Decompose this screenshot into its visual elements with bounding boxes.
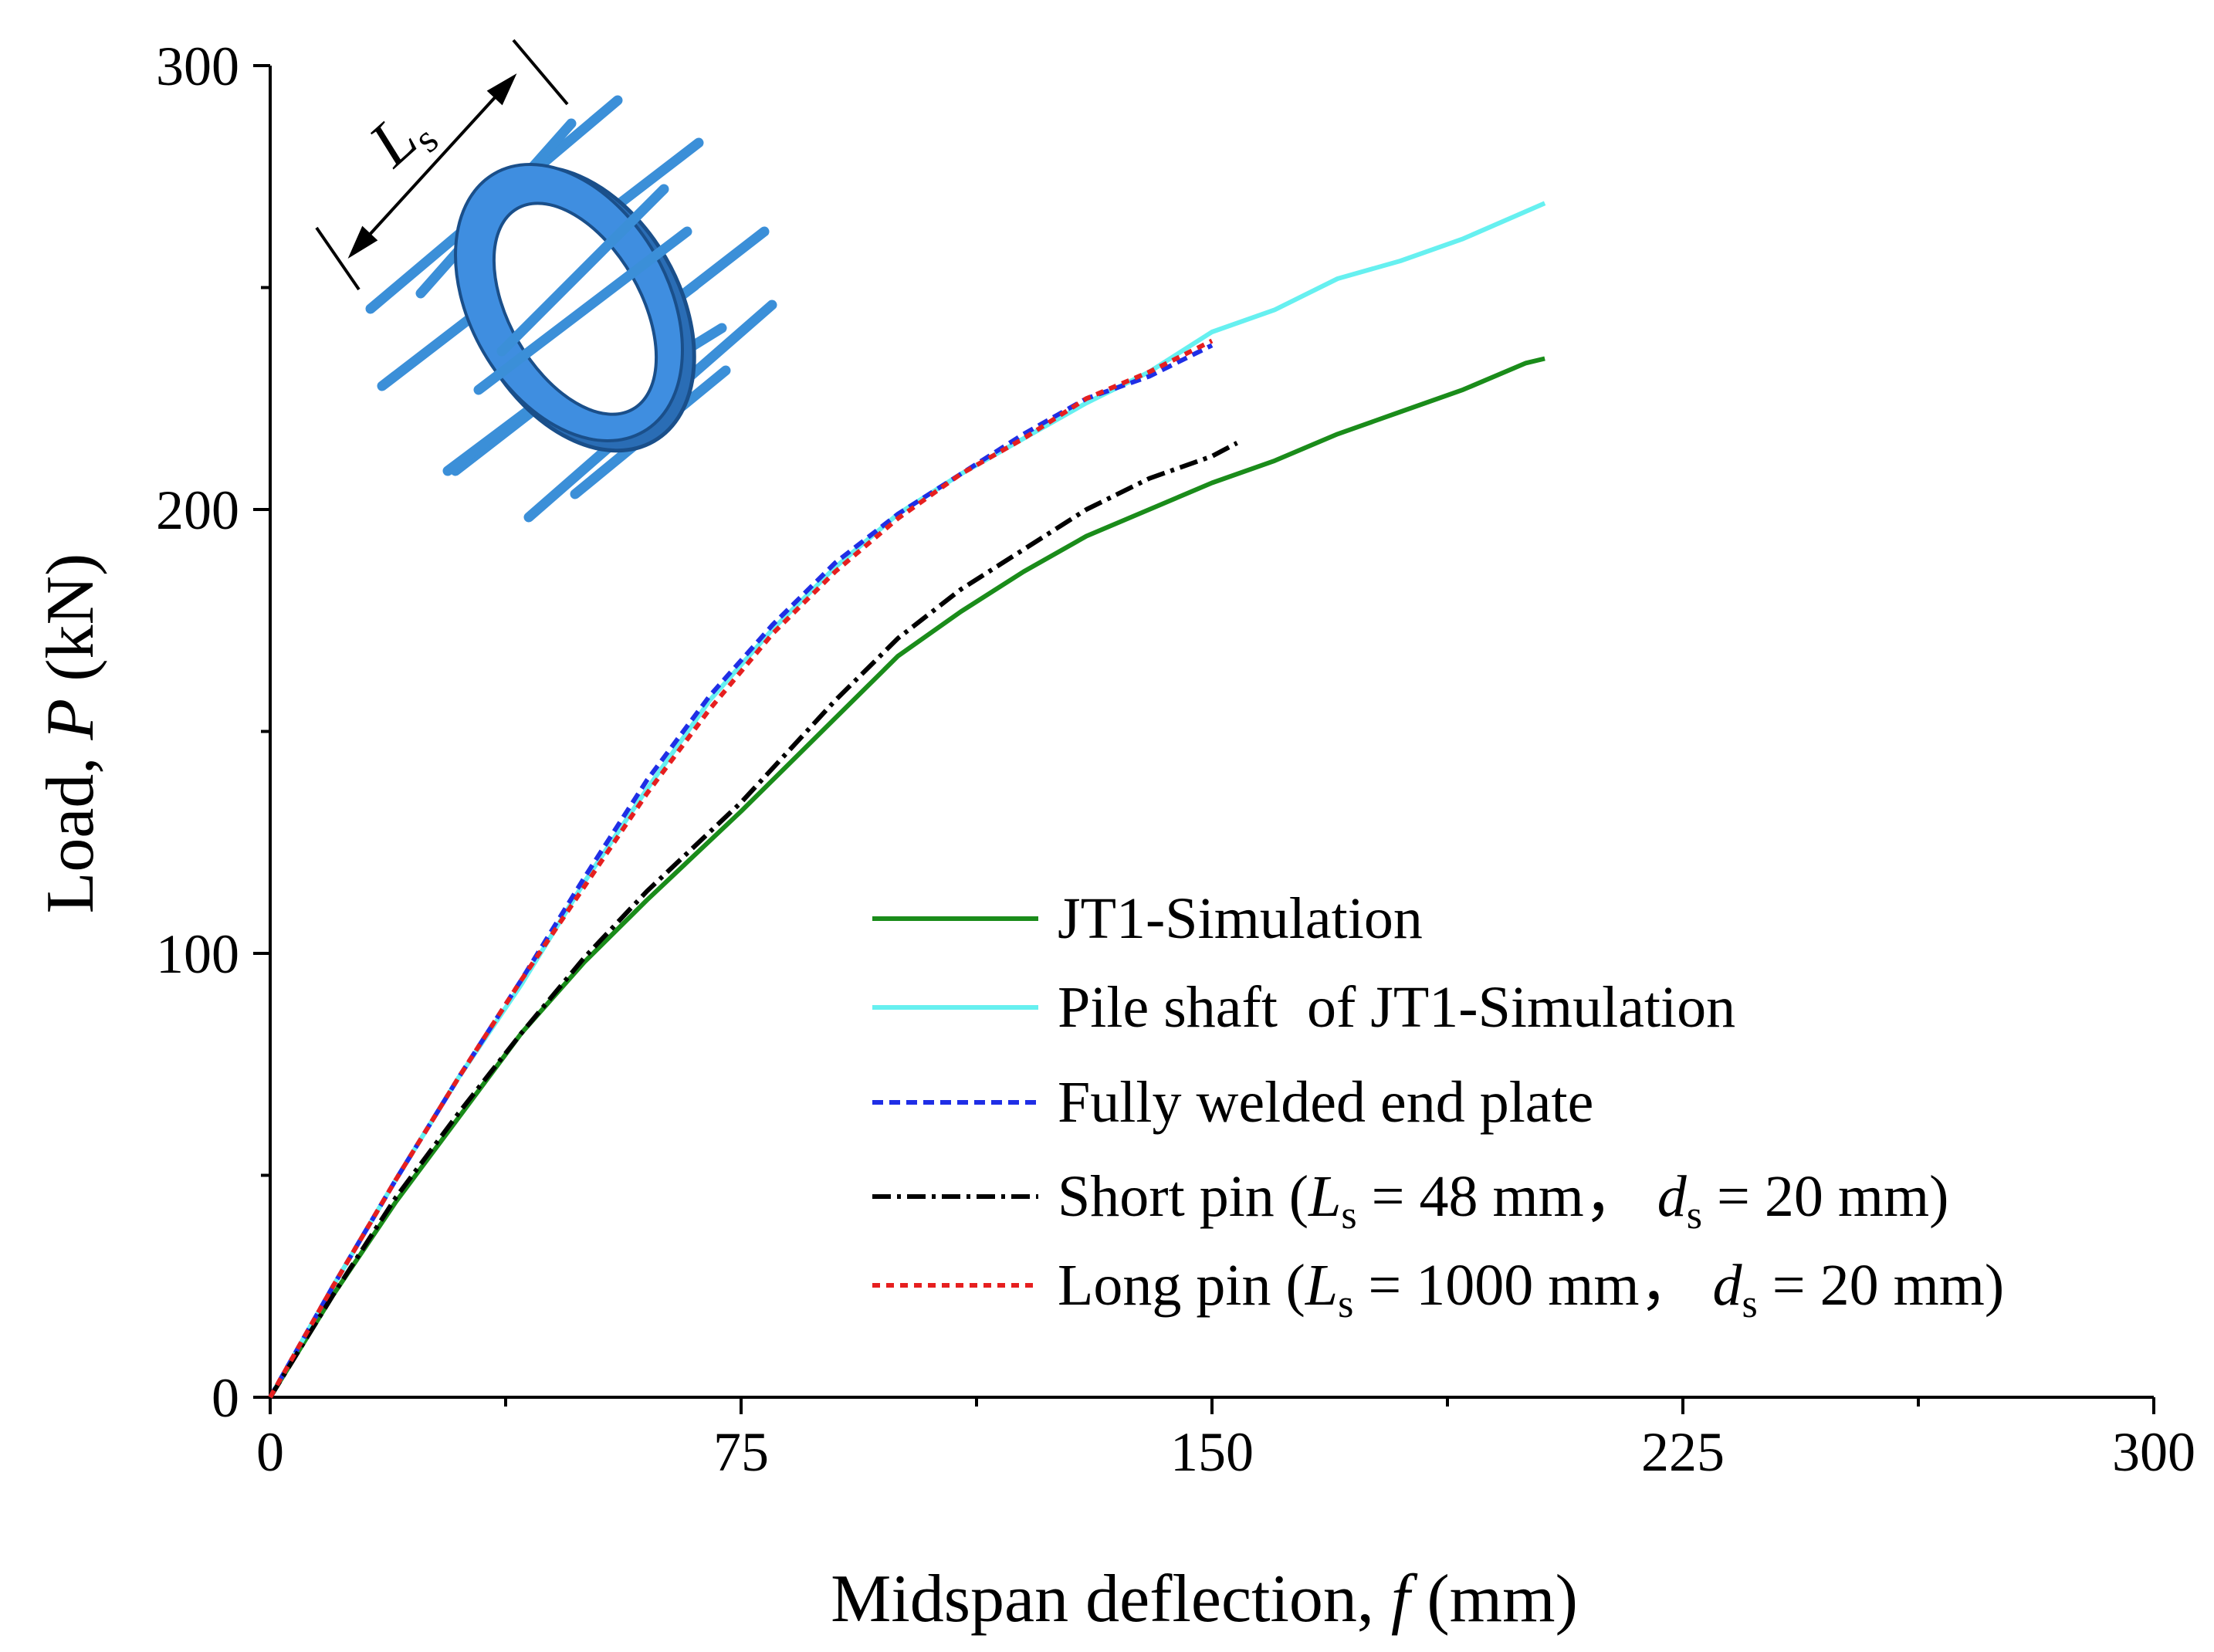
legend-label: Pile shaft of JT1-Simulation [1058,975,1735,1040]
x-axis-title: Midspan deflection, f (mm) [831,1562,1578,1637]
legend-item-long-pin: Long pin (Ls = 1000 mm， ds = 20 mm) [872,1253,2004,1326]
y-ticks: 0 100 200 300 [156,36,270,1429]
legend-label: Short pin (Ls = 48 mm， ds = 20 mm) [1058,1164,1948,1237]
legend-label: Fully welded end plate [1058,1070,1593,1135]
dimension-arrow-right [486,73,517,106]
ring [454,163,696,453]
y-tick-label: 300 [156,36,239,97]
dimension-line [350,76,515,256]
dimension-extension-right [512,39,569,106]
y-tick-label: 100 [156,923,239,985]
dimension-extension-left [315,226,361,291]
series-group [268,201,1546,1399]
y-tick-label: 0 [212,1367,239,1429]
legend-item-short-pin: Short pin (Ls = 48 mm， ds = 20 mm) [872,1164,1948,1237]
legend-item-jt1-simulation: JT1-Simulation [872,886,1423,951]
legend-label: JT1-Simulation [1058,886,1423,951]
y-tick-label: 200 [156,479,239,541]
series-short-pin [268,441,1238,1399]
inset-label-ls: Ls [355,92,447,185]
pin-ring-inset: Ls [315,39,777,523]
x-tick-label: 75 [713,1421,769,1483]
y-axis-title: Load, P (kN) [33,553,108,914]
legend: JT1-Simulation Pile shaft of JT1-Simulat… [872,886,2004,1326]
legend-item-fully-welded: Fully welded end plate [872,1070,1593,1135]
x-tick-label: 150 [1170,1421,1254,1483]
x-tick-label: 0 [256,1421,284,1483]
legend-item-pile-shaft: Pile shaft of JT1-Simulation [872,975,1735,1040]
x-ticks: 0 75 150 225 300 [256,1397,2195,1483]
pin-rod-front [496,184,669,357]
x-tick-label: 225 [1641,1421,1725,1483]
series-long-pin [268,338,1214,1399]
x-tick-label: 300 [2112,1421,2195,1483]
series-fully-welded-end-plate [268,343,1214,1399]
series-jt1-simulation [268,356,1545,1399]
legend-label: Long pin (Ls = 1000 mm， ds = 20 mm) [1058,1253,2004,1326]
pin-rod-front [473,226,692,395]
dimension-arrow-left [347,225,378,259]
